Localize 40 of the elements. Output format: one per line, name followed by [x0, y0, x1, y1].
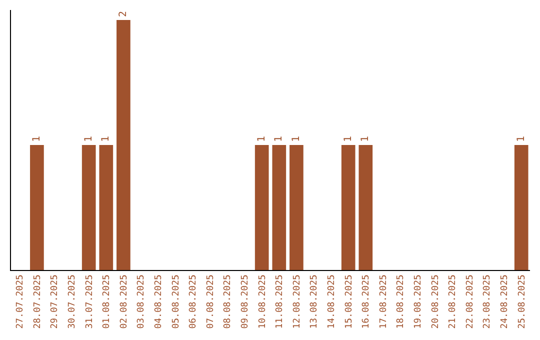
x-tick-label: 24.08.2025 [500, 274, 510, 329]
x-tick-label: 22.08.2025 [465, 274, 476, 329]
x-tick-label: 09.08.2025 [240, 274, 250, 329]
x-tick-label: 21.08.2025 [448, 274, 458, 329]
x-tick-label: 18.08.2025 [396, 274, 406, 329]
data-label: 1 [342, 136, 354, 142]
data-label: 1 [83, 136, 94, 142]
data-label: 1 [256, 136, 268, 142]
x-tick-label: 19.08.2025 [413, 274, 424, 329]
data-label: 1 [274, 136, 285, 142]
x-tick-label: 04.08.2025 [154, 274, 164, 329]
x-tick-label: 11.08.2025 [275, 274, 286, 329]
x-tick-label: 17.08.2025 [378, 274, 389, 329]
x-tick-label: 16.08.2025 [362, 274, 372, 329]
x-tick-label: 27.07.2025 [16, 274, 26, 329]
x-tick-label: 29.07.2025 [50, 274, 60, 329]
x-tick-label: 23.08.2025 [482, 274, 493, 329]
x-tick-label: 07.08.2025 [206, 274, 216, 329]
data-label: 1 [290, 136, 302, 142]
data-label: 2 [118, 10, 129, 17]
x-tick-label: 14.08.2025 [326, 274, 337, 329]
data-label: 1 [100, 136, 112, 142]
data-label: 1 [360, 136, 372, 142]
x-tick-label: 31.07.2025 [84, 274, 95, 329]
data-label: 1 [31, 136, 42, 142]
data-label: 1 [516, 136, 527, 142]
x-tick-label: 06.08.2025 [188, 274, 199, 329]
x-tick-label: 20.08.2025 [430, 274, 441, 329]
x-tick-label: 15.08.2025 [344, 274, 354, 329]
x-tick-label: 30.07.2025 [67, 274, 78, 329]
x-tick-label: 10.08.2025 [258, 274, 268, 329]
x-tick-label: 28.07.2025 [32, 274, 43, 329]
x-tick-label: 03.08.2025 [136, 274, 147, 329]
x-tick-label: 02.08.2025 [119, 274, 130, 329]
x-tick-label: 05.08.2025 [171, 274, 182, 329]
x-tick-label: 13.08.2025 [310, 274, 320, 329]
x-tick-label: 25.08.2025 [517, 274, 528, 329]
x-tick-label: 01.08.2025 [102, 274, 112, 329]
x-tick-label: 12.08.2025 [292, 274, 302, 329]
x-tick-label: 08.08.2025 [223, 274, 234, 329]
